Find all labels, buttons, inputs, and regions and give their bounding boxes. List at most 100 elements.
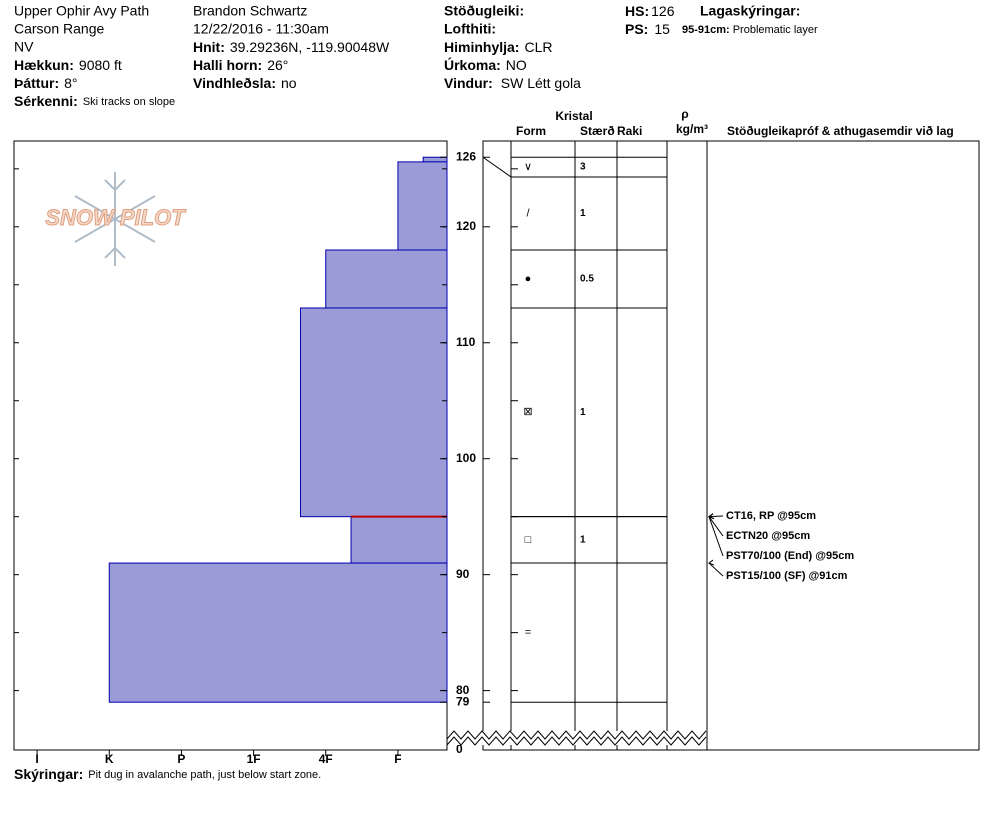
value: 15 <box>654 21 670 37</box>
crystal-size: 0.5 <box>580 274 594 285</box>
stability: Stöðugleiki: <box>444 3 524 19</box>
hardness-bar <box>300 307 448 518</box>
crystal-form: / <box>526 207 530 219</box>
value: 126 <box>651 3 675 19</box>
crystal-size: 3 <box>580 162 586 173</box>
test-label: CT16, RP @95cm <box>726 510 816 522</box>
wind-loading: Vindhleðsla: no <box>193 75 297 91</box>
label: Vindhleðsla: <box>193 75 276 91</box>
label: HS: <box>625 3 649 19</box>
x-tick-label: F <box>394 752 401 766</box>
crystal-size: 1 <box>580 535 586 546</box>
value: CLR <box>524 39 552 55</box>
value: 9080 ft <box>79 57 122 73</box>
location: Upper Ophir Avy Path <box>14 3 149 19</box>
col-form: Form <box>516 124 546 138</box>
notes: Skýringar: Pit dug in avalanche path, jus… <box>14 766 321 782</box>
x-tick-label: 1F <box>247 752 261 766</box>
crystal-size: 1 <box>580 407 586 418</box>
col-tests: Stöðugleikapróf & athugasemdir við lag <box>727 124 954 138</box>
crystal-form: ∨ <box>524 161 532 173</box>
x-tick-label: I <box>35 752 38 766</box>
col-crystal: Kristal <box>555 109 592 123</box>
label: Vindur: <box>444 75 493 91</box>
label: Þáttur: <box>14 75 59 91</box>
label: Sérkenni: <box>14 93 78 109</box>
layer-note: 95-91cm: Problematic layer <box>682 24 818 36</box>
precip: Úrkoma: NO <box>444 56 527 73</box>
elevation: Hækkun: 9080 ft <box>14 57 122 73</box>
x-tick-label: P <box>177 752 185 766</box>
label: PS: <box>625 21 648 37</box>
y-tick-label: 110 <box>456 335 476 349</box>
crystal-form: ⊠ <box>523 406 532 418</box>
test-arrow <box>708 562 724 577</box>
crystal-form: ● <box>525 273 532 285</box>
y-tick-label: 100 <box>456 451 476 465</box>
layer-connector <box>482 156 512 178</box>
test-label: PST70/100 (End) @95cm <box>726 550 854 562</box>
hardness-bar <box>108 562 448 703</box>
datetime: 12/22/2016 - 11:30am <box>193 21 329 37</box>
hardness-bar <box>397 161 448 251</box>
value: NO <box>506 57 527 73</box>
y-tick-label: 79 <box>456 694 470 708</box>
crystal-size: 1 <box>580 208 586 219</box>
value: Pit dug in avalanche path, just below st… <box>88 769 321 781</box>
col-wetness: Raki <box>617 124 642 138</box>
y-tick-label: 0 <box>456 742 463 756</box>
slope: Halli horn: 26° <box>193 57 288 73</box>
col-rho: ρ <box>681 107 688 121</box>
value: SW Létt gola <box>501 75 581 91</box>
arrow-head <box>707 559 715 566</box>
value: 26° <box>267 57 288 73</box>
axis-break <box>446 736 707 746</box>
legend-title: Lagaskýringar: <box>700 3 800 19</box>
table-columns <box>510 141 708 750</box>
wind: Vindur: SW Létt gola <box>444 75 581 91</box>
range: Carson Range <box>14 21 104 37</box>
crystal-form: = <box>525 627 531 639</box>
arrow-head <box>707 513 715 520</box>
logo <box>74 172 156 266</box>
table-frame <box>482 140 980 751</box>
y-tick-label: 120 <box>456 219 476 233</box>
col-density: kg/m³ <box>676 122 708 136</box>
aspect: Þáttur: 8° <box>14 75 78 91</box>
y-tick-label: 90 <box>456 567 470 581</box>
sky: Himinhylja: CLR <box>444 39 552 55</box>
coords: Hnit: 39.29236N, -119.90048W <box>193 39 390 55</box>
crystal-form: □ <box>525 534 532 546</box>
logo-text: SNOW PILOT <box>45 205 186 230</box>
hardness-bar <box>422 156 448 163</box>
label: Himinhylja: <box>444 39 519 55</box>
hardness-bar <box>350 516 448 564</box>
x-tick-label: 4F <box>319 752 333 766</box>
x-tick-label: K <box>105 752 114 766</box>
note-range: 95-91cm: <box>682 24 730 36</box>
test-label: ECTN20 @95cm <box>726 530 810 542</box>
hs: HS: 126 <box>625 3 675 19</box>
label: Úrkoma: <box>444 56 501 73</box>
features: Sérkenni: Ski tracks on slope <box>14 93 175 109</box>
y-tick-label: 126 <box>456 149 476 163</box>
label: Skýringar: <box>14 766 83 782</box>
value: 8° <box>64 75 77 91</box>
observer: Brandon Schwartz <box>193 3 307 19</box>
state: NV <box>14 39 34 55</box>
ps: PS: 15 <box>625 21 670 37</box>
hardness-bar <box>325 249 448 309</box>
label: Hækkun: <box>14 57 74 73</box>
value: no <box>281 75 297 91</box>
col-size: Stærð <box>580 124 615 138</box>
label: Hnit: <box>193 39 225 55</box>
test-arrow <box>708 515 724 518</box>
air-temp: Lofthiti: <box>444 21 496 37</box>
test-label: PST15/100 (SF) @91cm <box>726 570 848 582</box>
y-tick-label: 80 <box>456 683 470 697</box>
note-text: Problematic layer <box>733 24 818 36</box>
value: Ski tracks on slope <box>83 96 175 108</box>
clip: Stöðugleikapróf & athugasemdir við lag <box>727 124 954 138</box>
test-arrow <box>708 516 724 557</box>
